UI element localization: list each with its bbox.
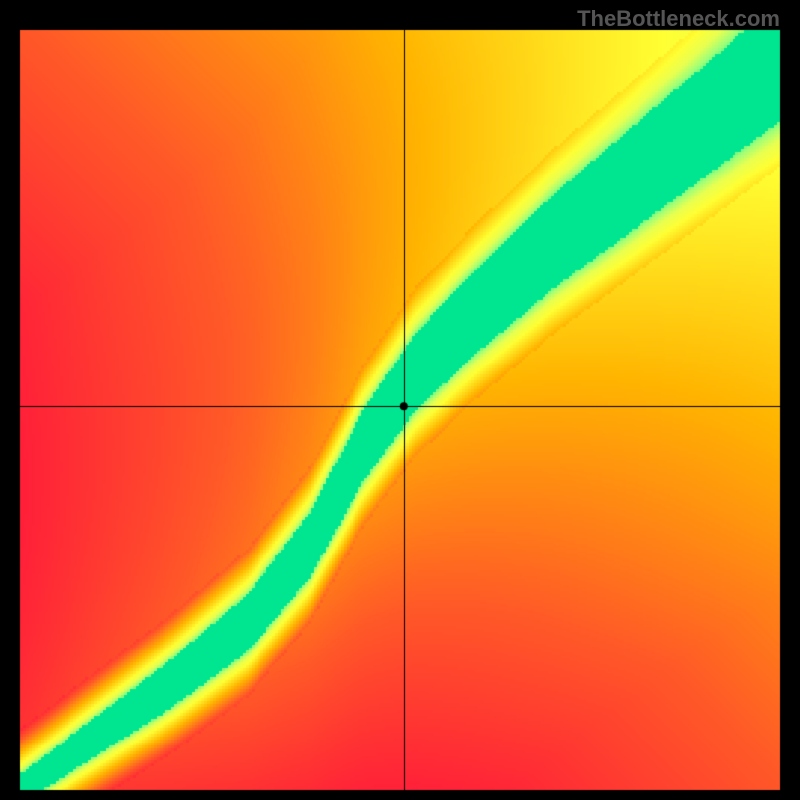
watermark-text: TheBottleneck.com <box>577 6 780 32</box>
chart-container: TheBottleneck.com <box>0 0 800 800</box>
bottleneck-heatmap <box>0 0 800 800</box>
